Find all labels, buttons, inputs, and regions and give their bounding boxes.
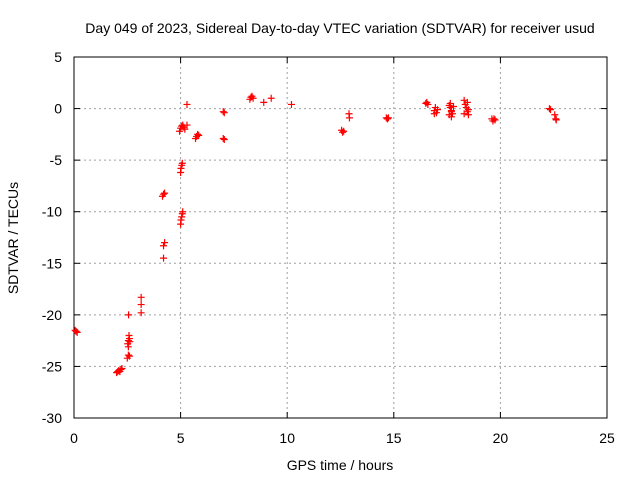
- data-point: [249, 94, 257, 102]
- x-tick-label: 25: [599, 430, 615, 446]
- data-point: [178, 213, 186, 221]
- data-point: [460, 110, 468, 118]
- data-point: [181, 125, 189, 133]
- y-tick-label: -25: [42, 358, 62, 374]
- data-point: [547, 106, 555, 114]
- data-point: [340, 127, 348, 135]
- x-tick-label: 20: [493, 430, 509, 446]
- data-point: [137, 309, 145, 317]
- data-point: [552, 116, 560, 124]
- y-tick-label: -20: [42, 307, 62, 323]
- x-tick-label: 0: [70, 430, 78, 446]
- y-axis-label: SDTVAR / TECUs: [5, 182, 21, 294]
- data-point: [339, 128, 347, 136]
- data-point: [161, 239, 169, 247]
- data-point: [447, 113, 455, 121]
- data-point: [160, 254, 168, 262]
- grid-lines: [74, 57, 607, 418]
- y-tick-label: 0: [54, 101, 62, 117]
- x-tick-label: 15: [386, 430, 402, 446]
- data-point: [124, 351, 132, 359]
- chart-title: Day 049 of 2023, Sidereal Day-to-day VTE…: [85, 20, 594, 36]
- data-point: [219, 108, 227, 116]
- data-point: [118, 364, 126, 372]
- data-point: [125, 331, 133, 339]
- data-point: [178, 159, 186, 167]
- data-point: [125, 311, 133, 319]
- data-point: [117, 366, 125, 374]
- data-point: [219, 134, 227, 142]
- data-point: [464, 106, 472, 114]
- data-point: [345, 114, 353, 122]
- data-point: [137, 301, 145, 309]
- data-point: [267, 94, 275, 102]
- y-tick-label: 5: [54, 49, 62, 65]
- data-point: [220, 109, 228, 117]
- data-point: [183, 100, 191, 108]
- y-tick-label: -5: [50, 152, 63, 168]
- data-point: [183, 121, 191, 129]
- data-point: [490, 115, 498, 123]
- data-point: [463, 98, 471, 106]
- data-point: [125, 352, 133, 360]
- data-point: [383, 115, 391, 123]
- data-point: [126, 338, 134, 346]
- data-point: [176, 127, 184, 135]
- data-point: [260, 98, 268, 106]
- data-point: [449, 103, 457, 111]
- data-points: [71, 92, 560, 377]
- x-tick-label: 10: [279, 430, 295, 446]
- data-point: [195, 131, 203, 139]
- plot-frame: [73, 56, 608, 419]
- data-point: [194, 130, 202, 138]
- data-point: [137, 293, 145, 301]
- data-point: [384, 114, 392, 122]
- data-point: [434, 106, 442, 114]
- data-point: [551, 111, 559, 119]
- data-point: [430, 110, 438, 118]
- data-point: [160, 190, 168, 198]
- data-point: [424, 100, 432, 108]
- data-point: [72, 327, 80, 335]
- data-point: [177, 164, 185, 172]
- y-tick-label: -30: [42, 410, 62, 426]
- data-point: [124, 343, 132, 351]
- data-point: [73, 328, 81, 336]
- x-axis-label: GPS time / hours: [287, 457, 394, 473]
- data-point: [179, 208, 187, 216]
- data-point: [491, 116, 499, 124]
- y-tick-label: -15: [42, 255, 62, 271]
- data-point: [287, 100, 295, 108]
- x-tick-label: 5: [177, 430, 185, 446]
- axis-ticks: 0 5 10 15 20 25 5 0 -5 -10 -15 -20 -25 -30: [42, 49, 615, 446]
- data-point: [220, 136, 228, 144]
- data-point: [446, 99, 454, 107]
- data-point: [545, 105, 553, 113]
- data-point: [160, 242, 168, 250]
- data-point: [177, 216, 185, 224]
- data-point: [161, 189, 169, 197]
- y-tick-label: -10: [42, 204, 62, 220]
